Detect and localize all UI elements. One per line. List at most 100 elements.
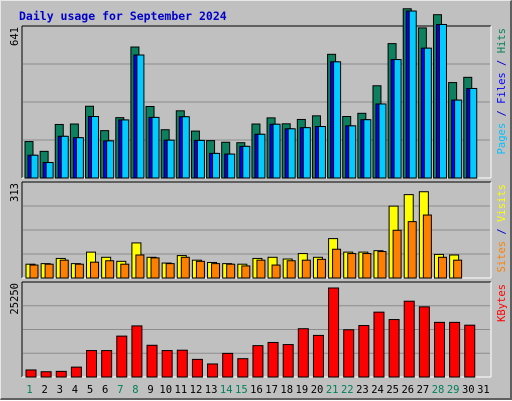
x-tick-label: 27 (417, 384, 430, 396)
x-tick-label: 24 (371, 384, 384, 396)
bar-sites (120, 263, 130, 279)
bar-sites (29, 264, 39, 279)
x-tick-label: 15 (235, 384, 248, 396)
bar-sites (74, 263, 84, 279)
x-tick-label: 5 (87, 384, 93, 396)
legend-entry: / (496, 53, 508, 72)
bar-sites (256, 259, 266, 279)
bar-kbytes (161, 350, 173, 378)
bar-kbytes (86, 350, 98, 378)
legend-entry: Sites (496, 241, 508, 273)
bar-kbytes (388, 319, 400, 378)
bar-kbytes (252, 345, 264, 378)
bar-pages (45, 162, 54, 179)
bar-pages (227, 153, 236, 179)
legend-hits-files-pages: Pages / Files / Hits (496, 28, 508, 154)
bar-kbytes (282, 344, 294, 378)
bar-sites (453, 259, 463, 279)
bar-sites (226, 263, 236, 279)
bar-sites (332, 248, 342, 279)
bar-sites (44, 263, 54, 279)
x-tick-label: 1 (26, 384, 32, 396)
bar-pages (287, 128, 296, 179)
bar-kbytes (70, 366, 82, 378)
bar-kbytes (25, 369, 37, 378)
x-tick-label: 7 (117, 384, 123, 396)
x-tick-label: 19 (296, 384, 309, 396)
bar-pages (257, 133, 266, 179)
bar-kbytes (358, 325, 370, 378)
x-tick-label: 14 (220, 384, 233, 396)
bar-kbytes (464, 324, 476, 378)
y-max-label: 641 (9, 27, 21, 46)
x-tick-label: 28 (432, 384, 445, 396)
legend-entry: Pages (496, 123, 508, 155)
bar-pages (75, 137, 84, 179)
bar-kbytes (373, 311, 385, 378)
bar-sites (362, 253, 372, 279)
x-tick-label: 13 (205, 384, 218, 396)
legend-visits-sites: Sites / Visits (496, 184, 508, 273)
bar-pages (363, 119, 372, 179)
x-tick-label: 25 (386, 384, 399, 396)
bar-kbytes (449, 321, 461, 378)
x-tick-label: 10 (159, 384, 172, 396)
bar-sites (437, 256, 447, 279)
bar-sites (377, 251, 387, 279)
bar-pages (30, 154, 39, 179)
bar-pages (423, 47, 432, 179)
bar-kbytes (328, 287, 340, 378)
bar-sites (271, 264, 281, 279)
bar-pages (333, 61, 342, 179)
y-max-label: 313 (9, 183, 21, 202)
x-tick-label: 20 (311, 384, 324, 396)
x-tick-label: 3 (57, 384, 63, 396)
bar-sites (347, 253, 357, 279)
bar-pages (348, 125, 357, 179)
x-tick-label: 31 (477, 384, 490, 396)
bar-pages (212, 152, 221, 179)
legend-kbytes: KBytes (496, 284, 508, 322)
bar-sites (286, 260, 296, 279)
bar-pages (378, 103, 387, 179)
chart-title: Daily usage for September 2024 (19, 9, 227, 23)
bar-pages (454, 99, 463, 179)
bar-pages (272, 123, 281, 179)
bar-pages (166, 139, 175, 179)
bar-sites (195, 260, 205, 279)
bar-sites (211, 263, 221, 279)
bar-kbytes (55, 370, 67, 378)
bar-sites (422, 214, 432, 279)
bar-sites (165, 263, 175, 279)
bar-pages (242, 145, 251, 179)
bar-kbytes (297, 328, 309, 378)
legend-entry: Files (496, 72, 508, 104)
bar-kbytes (343, 329, 355, 378)
bar-pages (91, 116, 100, 179)
legend-entry: / (496, 104, 508, 123)
x-tick-label: 2 (42, 384, 48, 396)
bar-pages (196, 139, 205, 179)
bar-sites (90, 261, 100, 279)
x-tick-label: 6 (102, 384, 108, 396)
bar-kbytes (433, 321, 445, 378)
bar-pages (136, 54, 145, 179)
y-max-label: 25250 (9, 283, 21, 315)
bar-kbytes (146, 344, 158, 378)
x-tick-label: 26 (401, 384, 414, 396)
bar-sites (135, 254, 145, 279)
bar-sites (150, 257, 160, 279)
bar-pages (317, 126, 326, 179)
x-tick-label: 11 (175, 384, 188, 396)
bar-kbytes (403, 300, 415, 378)
bar-kbytes (222, 352, 234, 378)
x-tick-label: 29 (447, 384, 460, 396)
x-tick-label: 16 (250, 384, 263, 396)
bar-pages (438, 23, 447, 179)
x-tick-label: 23 (356, 384, 369, 396)
bar-pages (181, 116, 190, 179)
x-tick-label: 21 (326, 384, 339, 396)
bar-kbytes (418, 306, 430, 378)
x-tick-label: 17 (265, 384, 278, 396)
